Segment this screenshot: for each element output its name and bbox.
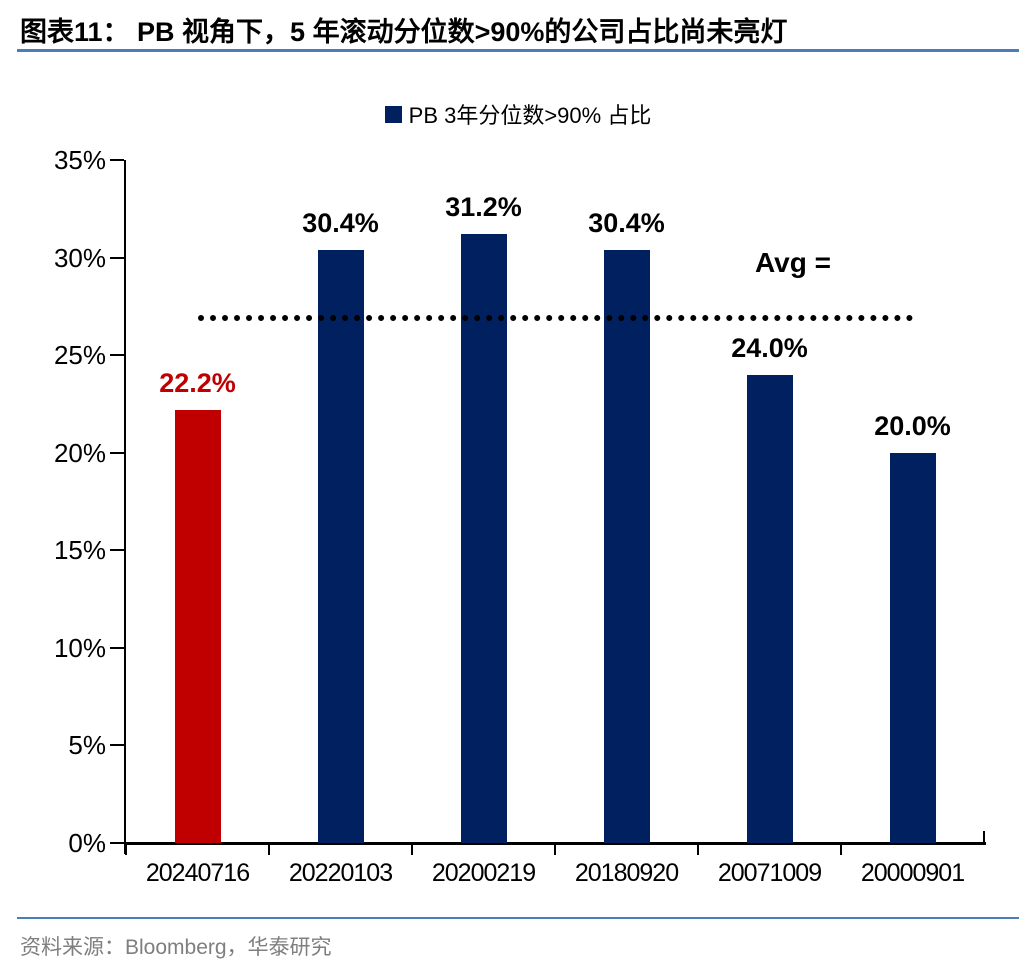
x-axis-tick xyxy=(840,843,842,855)
y-axis-line xyxy=(124,160,126,854)
bar-20000901 xyxy=(889,452,936,843)
footer-divider xyxy=(17,917,1019,919)
y-axis-tick xyxy=(110,451,124,454)
y-axis-tick-label: 15% xyxy=(53,535,106,566)
bar-value-label: 30.4% xyxy=(588,207,665,238)
bar-20240716 xyxy=(174,409,221,843)
bar-value-label: 31.2% xyxy=(445,192,522,223)
figure-title: 图表11： PB 视角下，5 年滚动分位数>90%的公司占比尚未亮灯 xyxy=(20,17,788,47)
y-axis-tick xyxy=(110,842,124,844)
y-axis-tick-label: 5% xyxy=(68,730,106,761)
x-axis-category-label: 20200219 xyxy=(431,859,536,887)
average-dotted-line xyxy=(197,315,913,322)
x-axis-tick xyxy=(268,843,270,855)
y-axis-tick xyxy=(110,354,124,357)
y-axis-tick xyxy=(110,159,124,161)
y-axis-tick xyxy=(110,744,124,747)
y-axis-tick-label: 0% xyxy=(68,828,106,858)
y-axis-tick-label: 30% xyxy=(53,242,106,273)
x-axis-category-label: 20000901 xyxy=(860,859,965,887)
title-divider xyxy=(17,49,1019,52)
legend-label: PB 3年分位数>90% 占比 xyxy=(408,103,652,128)
x-axis-tick xyxy=(983,831,985,843)
bar-20071009 xyxy=(746,374,793,843)
x-axis-tick xyxy=(125,843,127,855)
legend: PB 3年分位数>90% 占比 xyxy=(0,98,1036,130)
y-axis-tick xyxy=(110,256,124,259)
bar-value-label: 30.4% xyxy=(302,207,379,238)
bar-chart-plot-area xyxy=(126,160,984,843)
x-axis-category-label: 20240716 xyxy=(145,859,250,887)
y-axis-tick-label: 35% xyxy=(53,145,106,175)
x-axis-tick xyxy=(411,843,413,855)
bar-value-label: 20.0% xyxy=(874,410,951,441)
average-line-label: Avg = xyxy=(755,247,831,278)
bar-20220103 xyxy=(317,249,364,843)
bar-20180920 xyxy=(603,249,650,843)
x-axis-tick xyxy=(554,843,556,855)
y-axis-tick-label: 20% xyxy=(53,437,106,468)
y-axis-tick-label: 10% xyxy=(53,632,106,663)
x-axis-category-label: 20220103 xyxy=(288,859,393,887)
bar-value-label: 22.2% xyxy=(159,367,236,398)
source-note: 资料来源：Bloomberg，华泰研究 xyxy=(20,936,332,959)
y-axis-tick-label: 25% xyxy=(53,340,106,371)
bar-20200219 xyxy=(460,234,507,843)
y-axis-tick xyxy=(110,549,124,552)
x-axis-category-label: 20071009 xyxy=(717,859,822,887)
bar-value-label: 24.0% xyxy=(731,332,808,363)
y-axis-tick xyxy=(110,646,124,649)
x-axis-category-label: 20180920 xyxy=(574,859,679,887)
x-axis-tick xyxy=(697,843,699,855)
legend-swatch xyxy=(384,105,402,123)
